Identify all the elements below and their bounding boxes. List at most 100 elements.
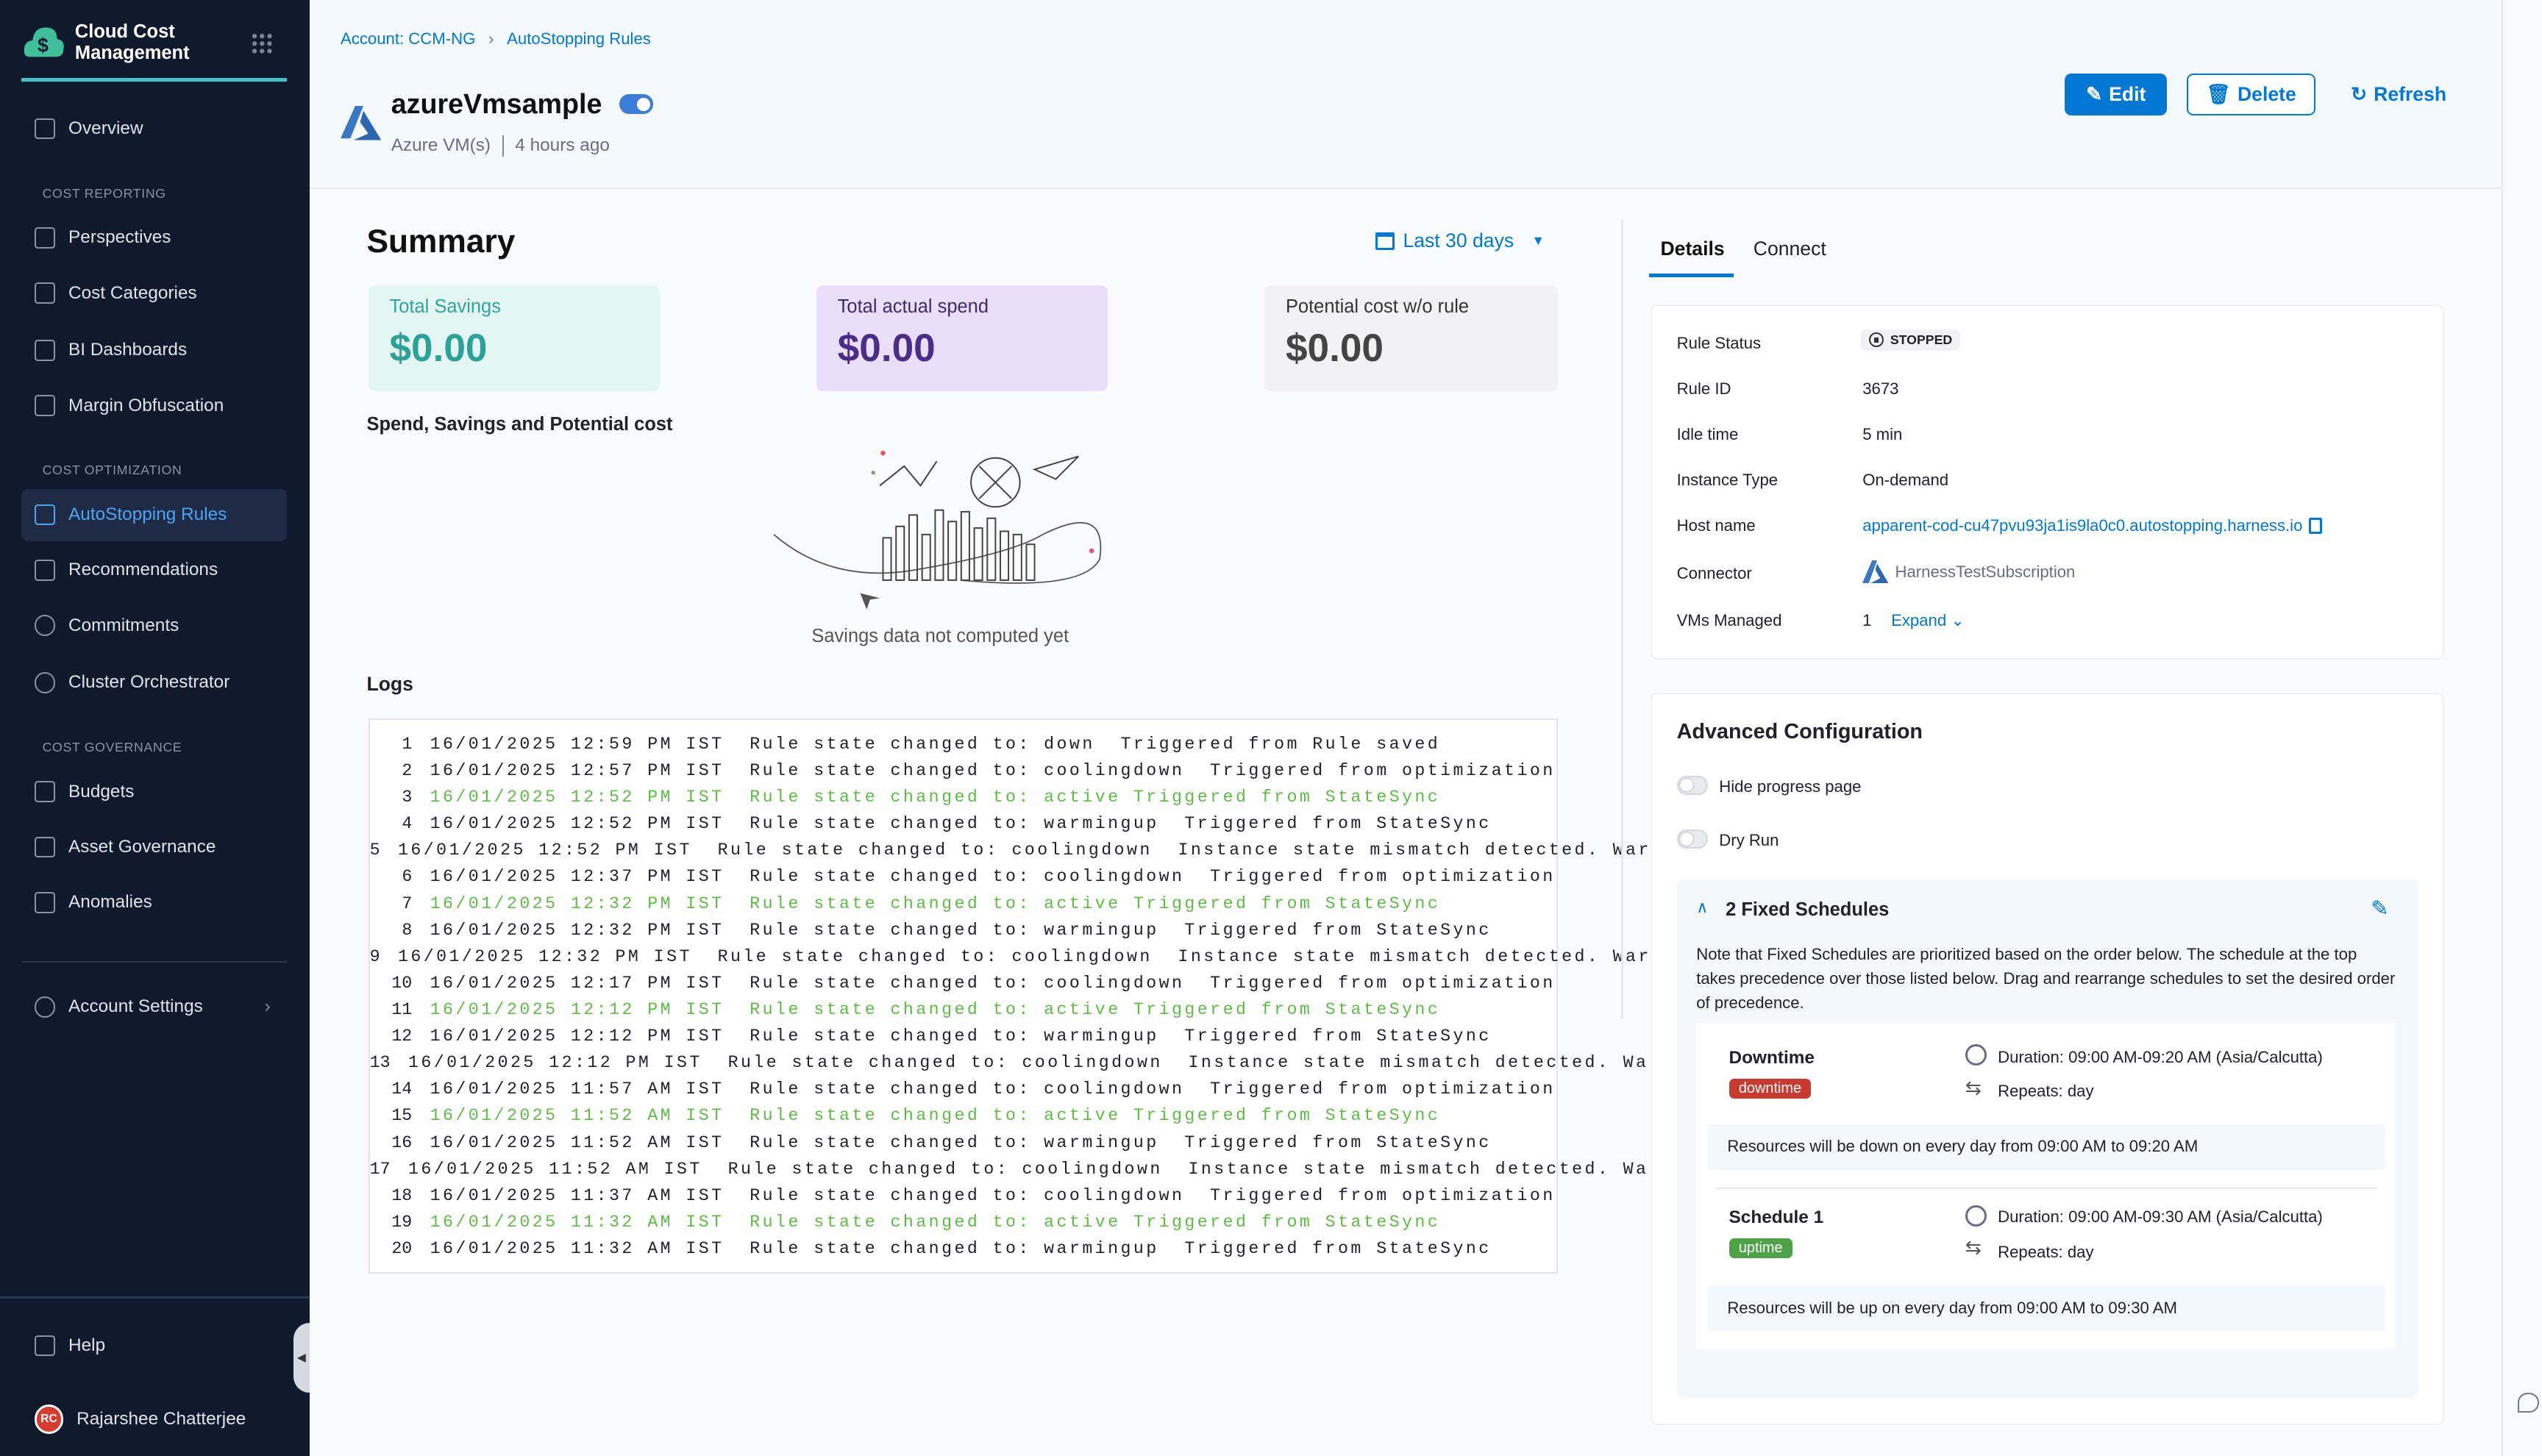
log-line-number: 5 [369,841,380,860]
recommendations-icon [34,559,56,581]
expand-label: Expand [1891,610,1947,629]
log-row: 13 16/01/2025 12:12 PM IST Rule state cha… [370,1053,1748,1079]
sidebar-divider [0,1296,310,1299]
schedule-divider [1715,1188,2378,1190]
log-row: 2 16/01/2025 12:57 PM IST Rule state chan… [370,761,1556,788]
section-cost-reporting: COST REPORTING [42,185,166,201]
sidebar-item-label: Help [68,1335,106,1355]
sidebar-item-label: Perspectives [68,227,171,248]
budget-icon [34,781,56,803]
log-row: 11 16/01/2025 12:12 PM IST Rule state cha… [370,1000,1556,1027]
sidebar-item-label: Overview [68,118,143,138]
sidebar: $ Cloud Cost Management Overview COST RE… [0,0,310,1456]
logs-panel[interactable]: 1 16/01/2025 12:59 PM IST Rule state chan… [368,718,1748,1274]
vms-managed-value: 1 Expand ⌄ [1862,611,1965,630]
advanced-config-title: Advanced Configuration [1676,720,1923,744]
host-name-label: Host name [1676,516,1756,535]
collapse-sidebar-handle[interactable]: ◀ [293,1322,310,1393]
logs-title: Logs [366,672,413,695]
breadcrumb: Account: CCM-NG › AutoStopping Rules [341,29,651,49]
sidebar-item-help[interactable]: Help [21,1319,287,1371]
sidebar-item-bi-dashboards[interactable]: BI Dashboards [21,324,287,377]
tab-details[interactable]: Details [1660,238,1725,260]
rule-meta: Azure VM(s) 4 hours ago [391,135,610,157]
page-title: azureVmsample [391,88,602,119]
card-label: Total actual spend [837,296,989,318]
sidebar-item-account-settings[interactable]: Account Settings › [21,981,287,1033]
sidebar-item-budgets[interactable]: Budgets [21,766,287,818]
log-text: 16/01/2025 11:52 AM IST Rule state chang… [407,1159,1751,1179]
date-range-label: Last 30 days [1403,229,1514,252]
log-text: 16/01/2025 12:32 PM IST Rule state chang… [430,893,1441,913]
empty-chart-illustration [773,450,1102,610]
rule-enabled-toggle[interactable] [619,94,654,115]
cloud-dollar-logo-icon: $ [24,27,64,57]
log-line-number: 9 [369,946,380,966]
user-name: Rajarshee Chatterjee [76,1408,246,1429]
sidebar-item-commitments[interactable]: Commitments [21,599,287,652]
date-range-picker[interactable]: Last 30 days ▼ [1375,229,1545,252]
log-text: 16/01/2025 12:59 PM IST Rule state chang… [430,734,1441,754]
sidebar-item-overview[interactable]: Overview [21,103,287,155]
sidebar-item-recommendations[interactable]: Recommendations [21,544,287,596]
chat-support-icon[interactable] [2517,1393,2539,1413]
connector-value: HarnessTestSubscription [1862,560,2075,584]
repeat-icon: ⇆ [1965,1077,1982,1099]
app-launcher-icon[interactable] [251,32,274,56]
section-cost-optimization: COST OPTIMIZATION [42,463,182,478]
help-icon [34,1335,56,1357]
log-row: 5 16/01/2025 12:52 PM IST Rule state chan… [369,841,1738,867]
schedule-type-badge: downtime [1729,1078,1812,1099]
calendar-icon [1375,232,1395,251]
hide-progress-toggle[interactable] [1676,775,1708,796]
user-profile[interactable]: RC Rajarshee Chatterjee [21,1393,287,1445]
sidebar-item-anomalies[interactable]: Anomalies [21,877,287,929]
log-text: 16/01/2025 11:37 AM IST Rule state chang… [430,1185,1556,1205]
sidebar-item-margin-obfuscation[interactable]: Margin Obfuscation [21,379,287,432]
log-text: 16/01/2025 12:52 PM IST Rule state chang… [397,841,1741,860]
log-line-number: 10 [391,973,413,993]
log-row: 16 16/01/2025 11:52 AM IST Rule state cha… [370,1133,1556,1160]
dry-run-toggle[interactable] [1676,829,1708,849]
active-tab-indicator [1648,274,1734,277]
connector-label: Connector [1676,563,1752,582]
idle-time-value: 5 min [1862,425,1903,444]
log-text: 16/01/2025 12:37 PM IST Rule state chang… [430,867,1556,887]
log-text: 16/01/2025 12:12 PM IST Rule state chang… [430,1027,1492,1046]
panel-divider [1621,220,1623,1018]
log-text: 16/01/2025 12:32 PM IST Rule state chang… [397,946,1741,966]
tab-connect[interactable]: Connect [1753,238,1826,260]
sidebar-item-autostopping-rules[interactable]: AutoStopping Rules [21,488,287,541]
categories-icon [34,282,56,304]
expand-button[interactable]: Expand ⌄ [1891,611,1965,630]
separator [502,135,504,157]
sidebar-item-label: AutoStopping Rules [68,504,227,525]
details-card [1651,304,2445,660]
log-text: 16/01/2025 12:17 PM IST Rule state chang… [430,973,1556,993]
delete-button[interactable]: 🗑 Delete [2187,73,2316,116]
pencil-icon[interactable]: ✎ [2371,897,2389,921]
log-text: 16/01/2025 11:32 AM IST Rule state chang… [430,1239,1492,1258]
schedule-repeats: Repeats: day [1998,1243,2094,1262]
sidebar-item-asset-governance[interactable]: Asset Governance [21,821,287,874]
fixed-schedules-title[interactable]: 2 Fixed Schedules [1726,899,1890,920]
stop-icon [1869,332,1884,348]
gear-icon [34,996,56,1018]
schedule-summary: Resources will be down on every day from… [1707,1124,2386,1170]
anomaly-icon [34,891,56,913]
shield-icon [34,836,56,858]
refresh-button[interactable]: ↻ Refresh [2348,74,2449,116]
breadcrumb-account[interactable]: Account: CCM-NG [341,29,476,48]
sidebar-item-perspectives[interactable]: Perspectives [21,212,287,264]
sidebar-item-cluster-orchestrator[interactable]: Cluster Orchestrator [21,657,287,709]
host-name-link[interactable]: apparent-cod-cu47pvu93ja1is9la0c0.autost… [1862,516,2303,535]
sidebar-item-label: Commitments [68,615,179,635]
chevron-up-icon[interactable]: ∧ [1696,897,1709,916]
copy-icon[interactable] [2309,518,2322,535]
log-line-number: 20 [391,1239,413,1258]
app-title: Cloud Cost Management [74,21,190,63]
breadcrumb-autostopping-rules[interactable]: AutoStopping Rules [507,29,651,48]
sidebar-item-cost-categories[interactable]: Cost Categories [21,267,287,319]
autostopping-icon [34,504,56,526]
edit-button[interactable]: ✎ Edit [2064,73,2168,116]
